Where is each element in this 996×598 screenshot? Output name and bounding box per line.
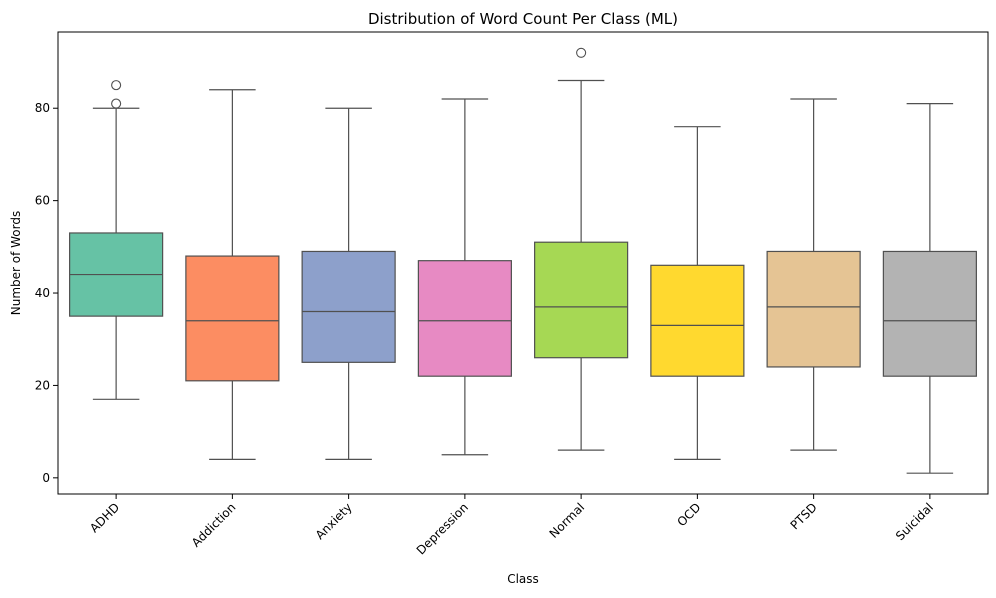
- y-tick-label: 40: [35, 286, 50, 300]
- chart-title: Distribution of Word Count Per Class (ML…: [368, 10, 678, 28]
- outlier-point-adhd: [111, 98, 122, 109]
- box-normal: [534, 241, 629, 359]
- box-anxiety: [301, 250, 396, 363]
- box-group-adhd: [69, 80, 164, 400]
- x-tick-label: Normal: [547, 500, 588, 541]
- x-tick-label: Depression: [414, 500, 471, 557]
- y-tick-label: 0: [42, 471, 50, 485]
- plot-frame: [57, 31, 989, 495]
- y-tick-label: 60: [35, 194, 50, 208]
- box-ocd: [650, 264, 745, 377]
- box-suicidal: [882, 250, 977, 377]
- x-tick-label: ADHD: [87, 500, 122, 535]
- outlier-point-normal: [576, 47, 587, 58]
- x-tick-label: Suicidal: [893, 500, 936, 543]
- box-group-normal: [534, 47, 629, 451]
- x-tick-label: PTSD: [788, 500, 820, 532]
- box-group-addiction: [185, 89, 280, 460]
- x-axis-label: Class: [507, 572, 539, 586]
- y-tick-label: 80: [35, 101, 50, 115]
- outlier-point-adhd: [111, 80, 122, 91]
- box-group-suicidal: [882, 103, 977, 474]
- y-axis-label: Number of Words: [9, 211, 23, 316]
- box-group-ptsd: [766, 98, 861, 451]
- x-tick-label: OCD: [674, 500, 703, 529]
- x-tick-label: Anxiety: [313, 500, 355, 542]
- y-axis: 0 20 40 60 80: [35, 101, 58, 485]
- box-group-ocd: [650, 126, 745, 460]
- plot-area: [69, 47, 977, 474]
- box-group-depression: [417, 98, 512, 456]
- box-group-anxiety: [301, 107, 396, 460]
- box-addiction: [185, 255, 280, 382]
- box-ptsd: [766, 250, 861, 368]
- y-tick-label: 20: [35, 378, 50, 392]
- x-tick-label: Addiction: [189, 500, 239, 550]
- x-axis: ADHD Addiction Anxiety Depression Normal OCD P…: [87, 494, 936, 558]
- box-depression: [417, 260, 512, 377]
